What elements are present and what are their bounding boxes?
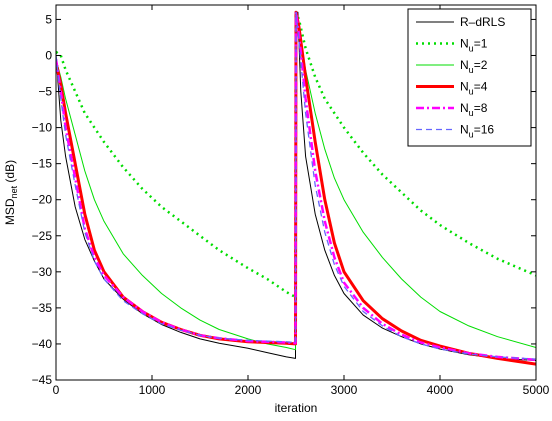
y-tick-label-5: −20: [32, 193, 53, 207]
x-tick-label-5: 5000: [523, 383, 550, 397]
y-tick-label-3: −10: [32, 121, 53, 135]
legend-label-1: Nu=1: [460, 37, 488, 54]
y-tick-label-6: −25: [32, 229, 53, 243]
legend-label-0: R–dRLS: [460, 15, 505, 29]
x-tick-label-1: 1000: [139, 383, 166, 397]
legend-box: [407, 8, 532, 147]
legend-label-3: Nu=4: [460, 80, 488, 97]
y-tick-label-9: −40: [32, 337, 53, 351]
series-line-2: [56, 11, 536, 351]
y-tick-label-0: 5: [45, 12, 52, 26]
series-line-1: [56, 10, 536, 299]
y-tick-label-8: −35: [32, 301, 53, 315]
legend-label-5: Nu=16: [460, 123, 494, 140]
legend: R–dRLS Nu=1 Nu=2 Nu=4 Nu=8 Nu=16: [407, 8, 532, 147]
y-axis-label: MSDnet (dB): [3, 160, 19, 225]
y-tick-label-4: −15: [32, 157, 53, 171]
y-tick-label-2: −5: [38, 85, 52, 99]
y-axis-label-subscript: net: [9, 185, 19, 198]
legend-label-4: Nu=8: [460, 101, 488, 118]
y-axis-label-suffix: (dB): [3, 160, 17, 186]
y-axis-label-main: MSD: [3, 198, 17, 225]
y-tick-label-1: 0: [45, 48, 52, 62]
series-line-5: [56, 11, 536, 360]
series-line-3: [56, 10, 536, 366]
x-tick-label-3: 3000: [331, 383, 358, 397]
x-tick-label-0: 0: [53, 383, 60, 397]
y-tick-label-10: −45: [32, 373, 53, 387]
series-lines: [56, 10, 536, 366]
series-line-4: [56, 10, 536, 362]
x-axis-label: iteration: [275, 401, 318, 415]
y-tick-label-7: −30: [32, 265, 53, 279]
x-tick-label-4: 4000: [427, 383, 454, 397]
plot-frame: [55, 4, 537, 381]
legend-label-2: Nu=2: [460, 58, 488, 75]
x-tick-label-2: 2000: [235, 383, 262, 397]
axis-ticks: 0 1000 2000 3000 4000 5000 5 0 −5 −10 −15 −20 −25 −30…: [32, 5, 550, 397]
